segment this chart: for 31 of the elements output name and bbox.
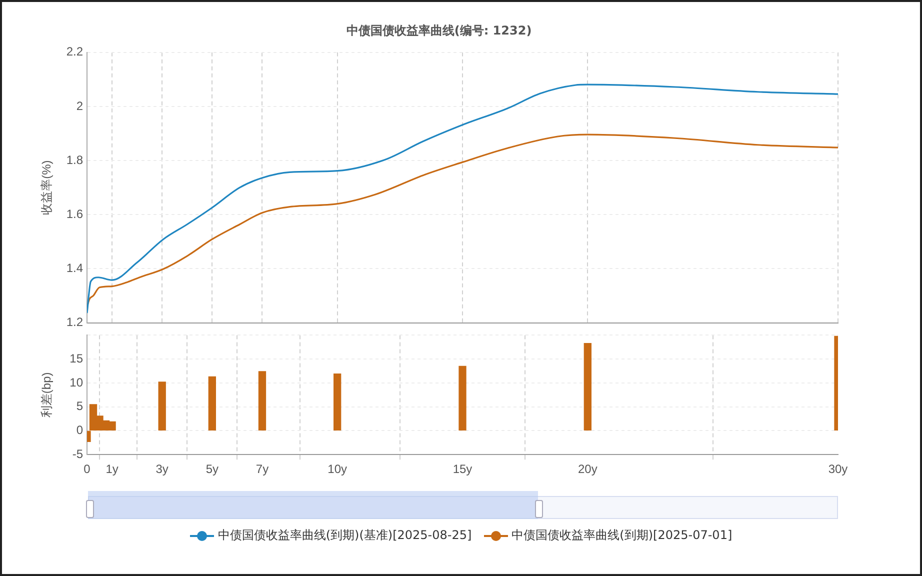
y-tick-label: -5: [72, 446, 84, 461]
legend-label: 中债国债收益率曲线(到期)[2025-07-01]: [512, 527, 732, 544]
y-tick-label: 1.8: [66, 152, 84, 167]
y-axis-title: 收益率(%): [40, 160, 54, 215]
y-tick-label: 1.2: [66, 315, 84, 330]
bar: [258, 371, 266, 431]
x-tick-label: 30y: [828, 462, 848, 476]
bar: [208, 376, 216, 431]
line-series: [87, 84, 838, 314]
x-tick-label: 20y: [578, 462, 598, 476]
bar: [458, 366, 466, 431]
y-tick-label: 0: [76, 423, 84, 438]
x-tick-label: 10y: [328, 462, 348, 476]
x-tick-label: 15y: [452, 462, 472, 476]
y-tick-label: 10: [70, 375, 84, 390]
legend-label: 中债国债收益率曲线(到期)(基准)[2025-08-25]: [218, 527, 472, 544]
y-tick-label: 2: [76, 98, 84, 113]
chart-title: 中债国债收益率曲线(编号: 1232): [346, 23, 532, 38]
y-tick-label: 15: [70, 351, 84, 366]
x-tick-label: 3y: [156, 462, 168, 476]
y-tick-label: 1.6: [66, 206, 84, 221]
bar: [584, 342, 592, 431]
y-tick-label: 1.4: [66, 261, 84, 276]
bar: [158, 382, 166, 431]
y-axis-title: 利差(bp): [40, 372, 54, 418]
y-tick-label: 5: [76, 399, 84, 414]
x-tick-label: 5y: [206, 462, 219, 476]
y-tick-label: 2.2: [66, 44, 84, 59]
x-tick-label: 7y: [256, 462, 269, 476]
x-tick-label: 1y: [106, 462, 118, 476]
bar: [334, 374, 342, 431]
